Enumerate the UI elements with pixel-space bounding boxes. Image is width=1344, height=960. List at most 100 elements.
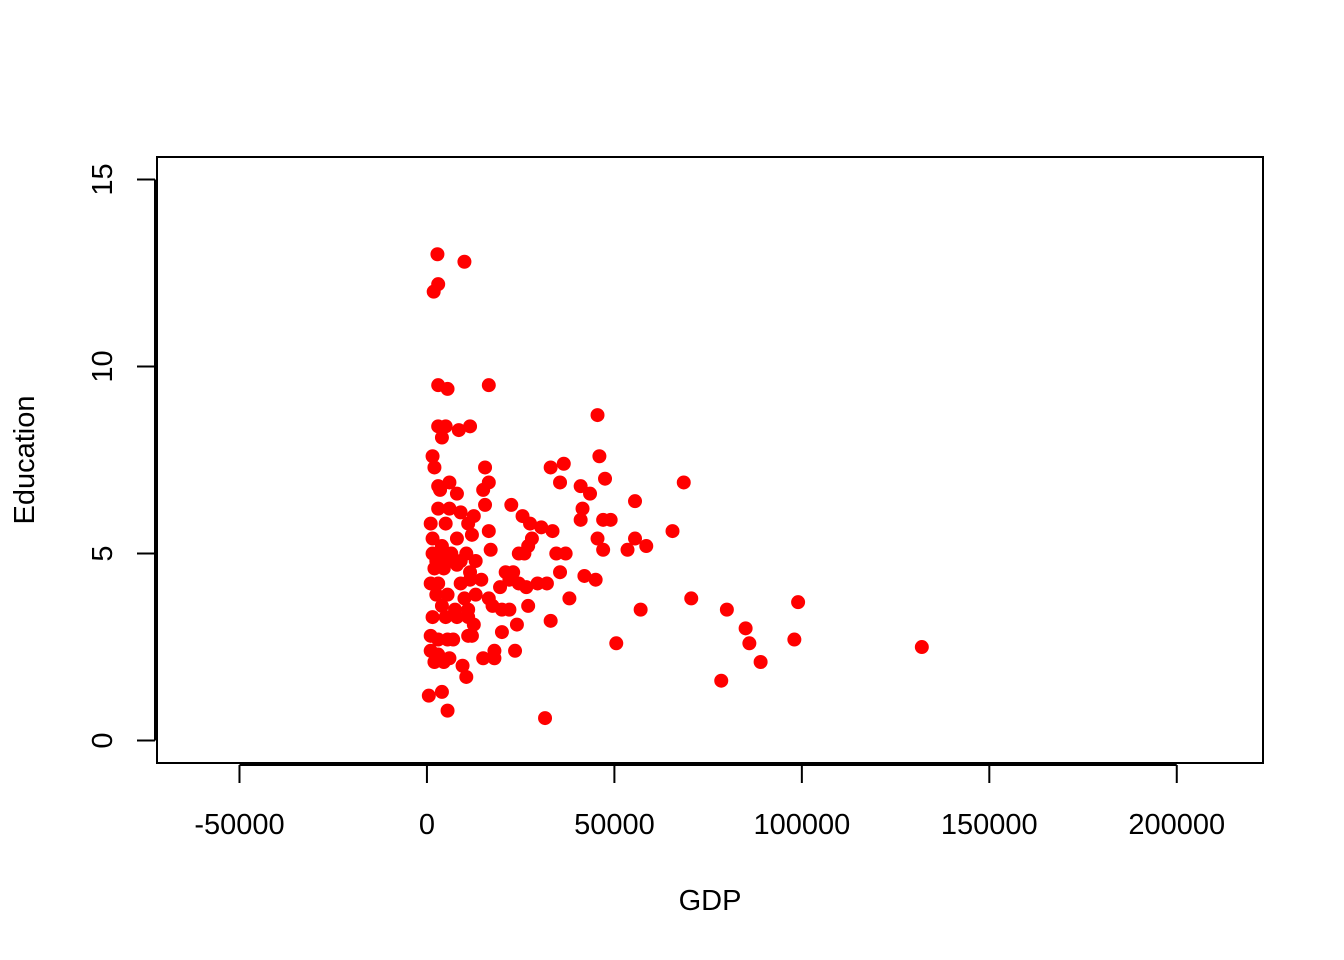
data-point <box>426 284 441 299</box>
data-point <box>449 486 464 501</box>
data-point <box>436 561 451 576</box>
data-point <box>742 636 757 651</box>
data-point <box>425 531 440 546</box>
data-point <box>494 625 509 640</box>
data-point <box>436 655 451 669</box>
y-tick-label: 5 <box>87 545 119 561</box>
data-point <box>449 531 464 546</box>
data-point <box>508 643 523 658</box>
data-point <box>468 587 483 602</box>
data-point <box>676 475 691 490</box>
data-point <box>481 378 496 393</box>
data-point <box>434 684 449 699</box>
data-point <box>423 516 438 531</box>
y-tick-label: 15 <box>87 163 119 195</box>
x-tick-label: 150000 <box>941 809 1038 841</box>
data-point <box>440 587 455 602</box>
x-tick-label: -50000 <box>194 809 284 841</box>
data-point <box>914 640 929 655</box>
data-point <box>464 628 479 643</box>
data-point <box>590 408 605 423</box>
data-point <box>521 598 536 613</box>
data-point <box>665 524 680 539</box>
data-point <box>539 576 554 591</box>
data-point <box>446 632 461 647</box>
y-tick-label: 10 <box>87 350 119 382</box>
x-tick-label: 100000 <box>753 809 850 841</box>
data-point <box>421 688 436 703</box>
data-point <box>558 546 573 561</box>
data-point <box>633 602 648 617</box>
data-point <box>430 247 445 262</box>
data-point <box>457 254 472 269</box>
data-point <box>628 531 643 546</box>
x-axis: -50000 0 50000 100000 150000 200000 <box>194 764 1225 841</box>
data-point <box>556 456 571 471</box>
data-point <box>719 602 734 617</box>
data-point <box>463 419 478 434</box>
data-point <box>483 542 498 557</box>
data-point <box>438 516 453 531</box>
plot-box <box>156 156 1264 764</box>
data-point <box>464 527 479 542</box>
data-point <box>440 381 455 396</box>
data-point <box>449 557 464 572</box>
data-point <box>474 572 489 587</box>
data-point <box>684 591 699 606</box>
plot-frame <box>156 156 1264 764</box>
data-point <box>620 542 635 557</box>
data-point <box>787 632 802 647</box>
data-point <box>573 512 588 527</box>
data-point <box>543 613 558 628</box>
data-point <box>553 475 568 490</box>
data-point <box>517 546 532 561</box>
data-point <box>504 497 519 512</box>
data-point <box>639 539 654 554</box>
x-axis-label: GDP <box>679 885 742 917</box>
data-point <box>588 572 603 587</box>
y-axis: 0 5 10 15 <box>87 163 156 749</box>
data-point <box>603 512 618 527</box>
x-tick-label: 200000 <box>1128 809 1225 841</box>
data-point <box>453 505 468 520</box>
data-point <box>714 673 729 688</box>
data-point <box>545 524 560 539</box>
y-axis-label: Education <box>9 396 41 525</box>
data-point <box>609 636 624 651</box>
data-point <box>738 621 753 636</box>
data-point <box>590 531 605 546</box>
data-point <box>562 591 577 606</box>
data-point <box>433 482 448 497</box>
data-point <box>459 669 474 684</box>
data-point <box>425 610 440 625</box>
data-point <box>598 471 613 486</box>
data-point <box>543 460 558 475</box>
data-points <box>421 247 929 726</box>
data-point <box>440 703 455 718</box>
data-point <box>481 524 496 539</box>
data-point <box>468 554 483 568</box>
data-point <box>583 486 598 501</box>
x-tick-label: 50000 <box>574 809 655 841</box>
data-point <box>476 482 491 497</box>
data-point <box>502 602 517 617</box>
data-point <box>628 494 643 509</box>
data-point <box>791 595 806 610</box>
data-point <box>592 449 607 464</box>
data-point <box>553 565 568 580</box>
y-tick-label: 0 <box>87 732 119 748</box>
data-point <box>434 430 449 445</box>
data-point <box>493 580 508 595</box>
data-point <box>538 711 553 726</box>
data-point <box>478 460 493 475</box>
data-point <box>478 497 493 512</box>
x-tick-label: 0 <box>419 809 435 841</box>
data-point <box>427 460 442 475</box>
data-point <box>596 542 611 557</box>
data-point <box>509 617 524 632</box>
data-point <box>753 655 768 669</box>
data-point <box>573 479 588 494</box>
data-point <box>487 651 502 666</box>
